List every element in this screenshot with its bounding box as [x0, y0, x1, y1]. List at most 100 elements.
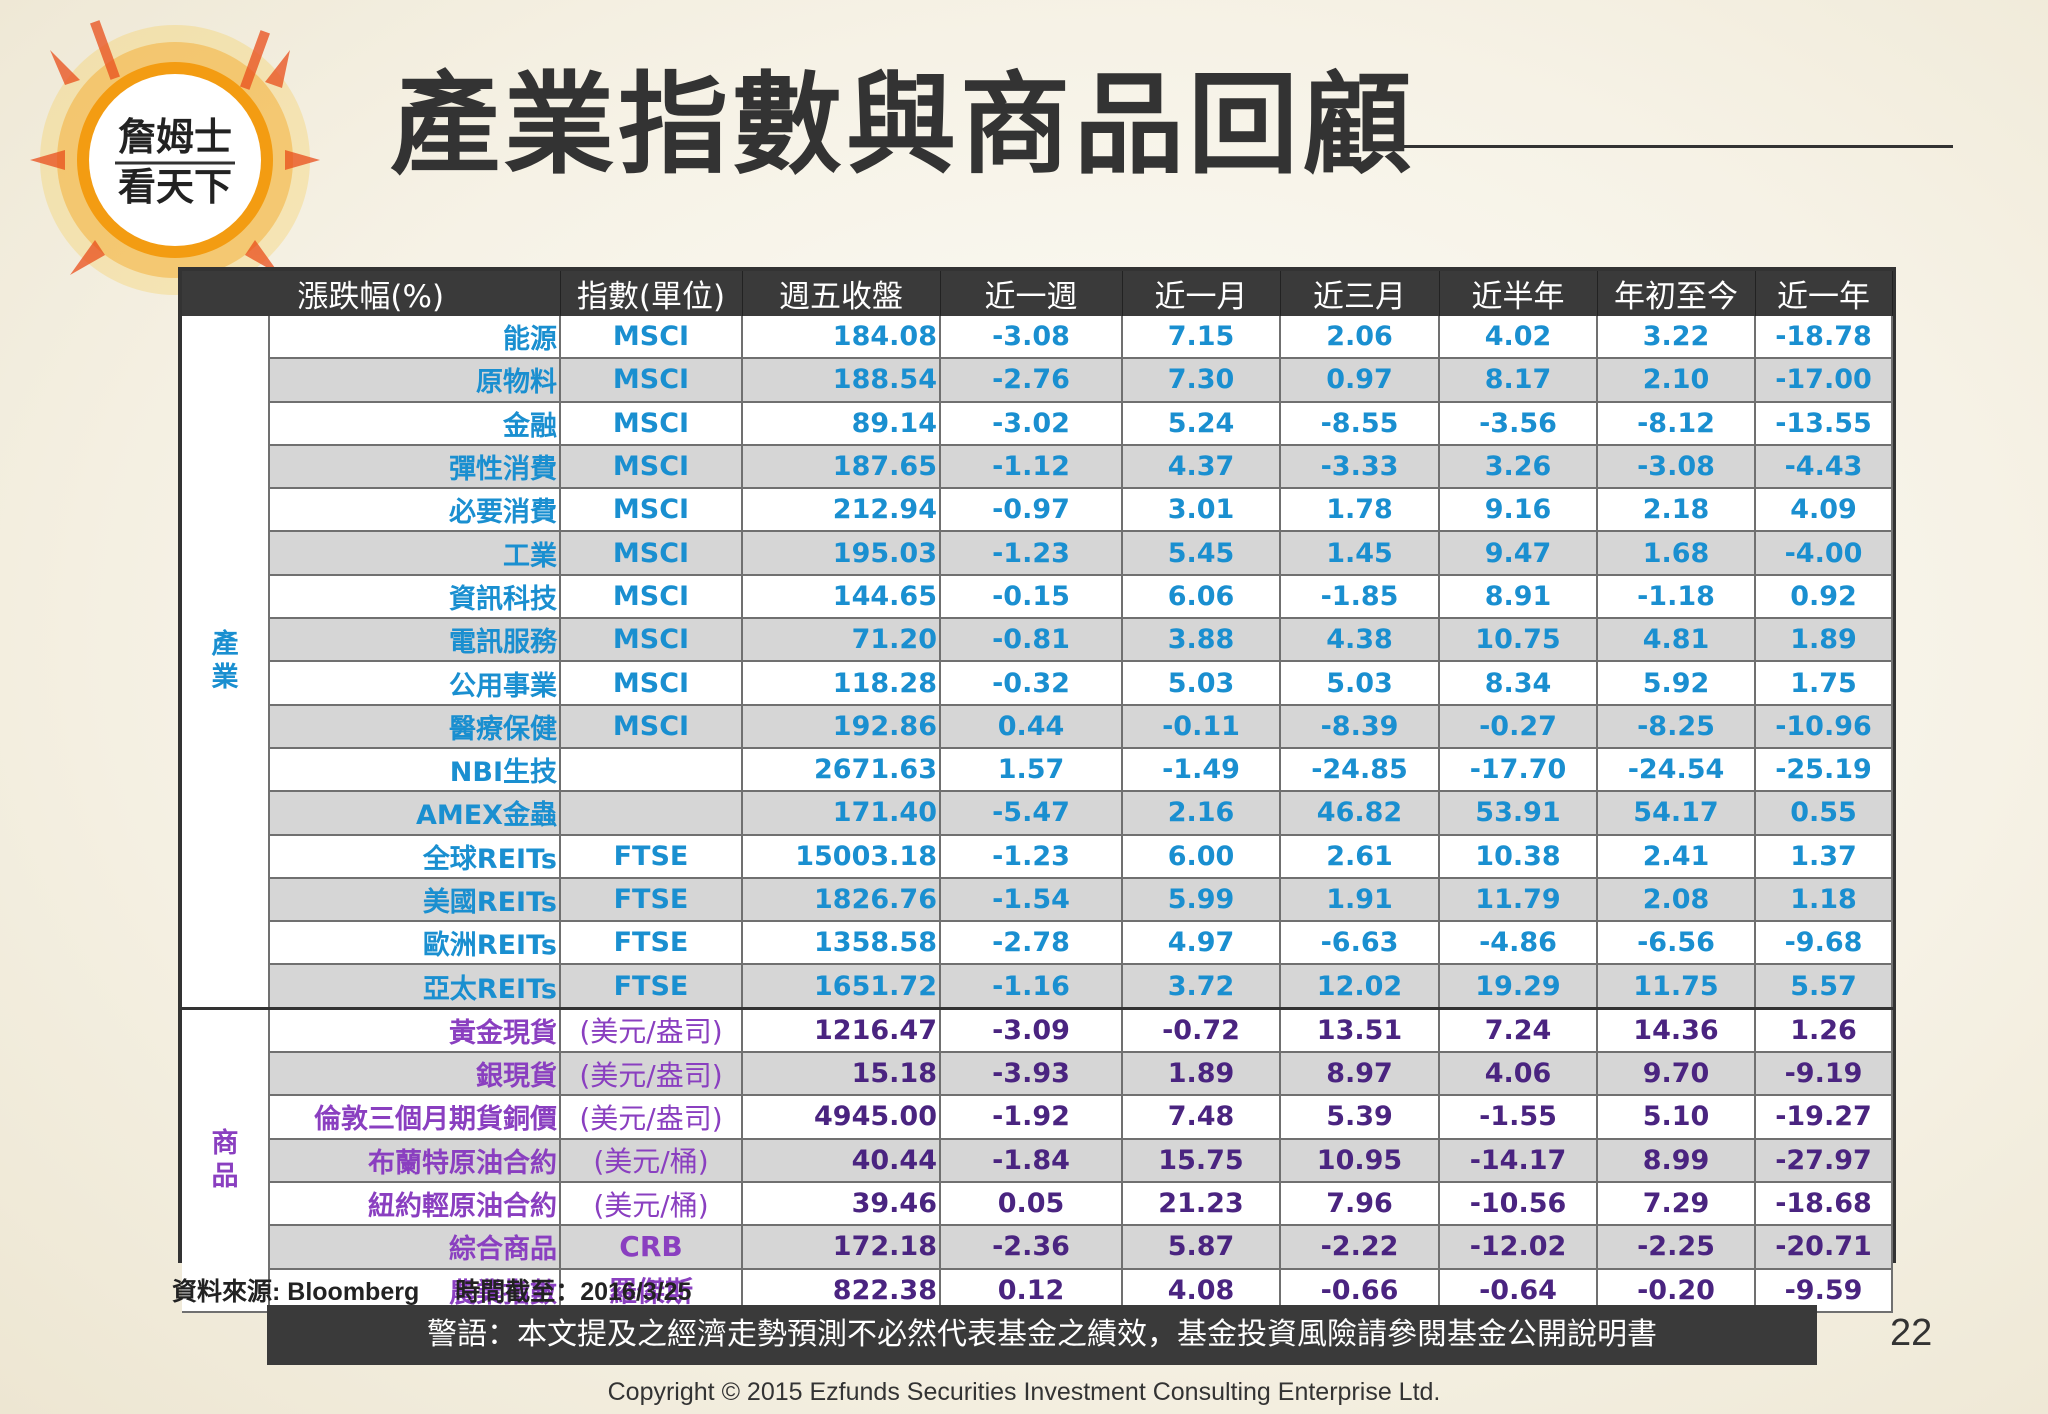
- performance-table: 漲跌幅(%) 指數(單位) 週五收盤 近一週 近一月 近三月 近半年 年初至今 …: [178, 267, 1896, 1313]
- row-m6: 4.02: [1439, 316, 1598, 360]
- row-m3: 2.06: [1280, 316, 1440, 360]
- row-ytd: 2.18: [1597, 488, 1756, 533]
- row-ytd: -24.54: [1597, 747, 1756, 793]
- row-close: 1651.72: [742, 964, 941, 1010]
- row-ytd: 2.08: [1597, 877, 1756, 923]
- row-unit: [560, 747, 743, 793]
- row-unit: FTSE: [560, 834, 743, 879]
- copyright-footer: Copyright © 2015 Ezfunds Securities Inve…: [607, 1378, 1441, 1406]
- row-close: 192.86: [742, 704, 941, 749]
- header-change-pct: 漲跌幅(%): [182, 271, 561, 316]
- row-close: 15.18: [742, 1052, 941, 1097]
- row-name: 銀現貨: [269, 1052, 561, 1097]
- row-ytd: 14.36: [1597, 1006, 1756, 1054]
- row-ytd: 2.10: [1597, 358, 1756, 403]
- row-y1: 1.75: [1755, 661, 1893, 706]
- row-m6: 3.26: [1439, 444, 1598, 490]
- row-m1: 7.48: [1122, 1095, 1281, 1140]
- header-friday-close: 週五收盤: [742, 271, 941, 316]
- row-unit: FTSE: [560, 921, 743, 966]
- row-close: 4945.00: [742, 1095, 941, 1140]
- row-close: 171.40: [742, 791, 941, 836]
- row-name: 綜合商品: [269, 1225, 561, 1270]
- row-close: 118.28: [742, 661, 941, 706]
- header-1-week: 近一週: [940, 271, 1123, 316]
- row-name: 亞太REITs: [269, 964, 561, 1010]
- row-close: 187.65: [742, 444, 941, 490]
- row-close: 40.44: [742, 1138, 941, 1183]
- row-y1: -25.19: [1755, 747, 1893, 793]
- row-w1: -3.93: [940, 1052, 1123, 1097]
- table-row: 歐洲REITs FTSE 1358.58 -2.78 4.97 -6.63 -4.86 -6.…: [182, 921, 1893, 966]
- row-close: 15003.18: [742, 834, 941, 879]
- row-m3: 1.78: [1280, 488, 1440, 533]
- row-w1: -2.76: [940, 358, 1123, 403]
- category-industry: 產 業: [182, 316, 270, 1010]
- row-m3: -8.39: [1280, 704, 1440, 749]
- row-m6: 9.16: [1439, 488, 1598, 533]
- row-y1: 1.37: [1755, 834, 1893, 879]
- table-row: 倫敦三個月期貨銅價 (美元/盎司) 4945.00 -1.92 7.48 5.39 -1.5…: [182, 1095, 1893, 1140]
- row-m1: -0.11: [1122, 704, 1281, 749]
- row-unit: MSCI: [560, 401, 743, 446]
- header-1-year: 近一年: [1755, 271, 1893, 316]
- row-close: 195.03: [742, 531, 941, 576]
- row-m1: 5.99: [1122, 877, 1281, 923]
- row-m1: 6.06: [1122, 574, 1281, 620]
- row-m1: 7.15: [1122, 316, 1281, 360]
- row-unit: (美元/桶): [560, 1138, 743, 1183]
- row-unit: FTSE: [560, 964, 743, 1010]
- row-y1: -17.00: [1755, 358, 1893, 403]
- row-ytd: 7.29: [1597, 1181, 1756, 1227]
- row-m3: -6.63: [1280, 921, 1440, 966]
- row-unit: (美元/盎司): [560, 1095, 743, 1140]
- row-w1: -1.23: [940, 531, 1123, 576]
- table-row: 原物料 MSCI 188.54 -2.76 7.30 0.97 8.17 2.10 -17.00: [182, 358, 1893, 403]
- row-m3: 13.51: [1280, 1006, 1440, 1054]
- row-name: 黃金現貨: [269, 1006, 561, 1054]
- row-w1: -1.54: [940, 877, 1123, 923]
- row-unit: MSCI: [560, 574, 743, 620]
- logo-line1: 詹姆士: [118, 115, 232, 159]
- row-ytd: 2.41: [1597, 834, 1756, 879]
- row-m1: 3.72: [1122, 964, 1281, 1010]
- table-row: 產 業能源 MSCI 184.08 -3.08 7.15 2.06 4.02 3.22 -18.…: [182, 316, 1893, 1010]
- table-row: 布蘭特原油合約 (美元/桶) 40.44 -1.84 15.75 10.95 -14.17 8…: [182, 1138, 1893, 1183]
- row-m1: 3.01: [1122, 488, 1281, 533]
- row-name: 布蘭特原油合約: [269, 1138, 561, 1183]
- as-of-date: 時間截至：2016/3/25: [455, 1278, 692, 1306]
- row-w1: -0.97: [940, 488, 1123, 533]
- row-y1: -13.55: [1755, 401, 1893, 446]
- row-name: 全球REITs: [269, 834, 561, 879]
- row-w1: 0.44: [940, 704, 1123, 749]
- table-row: 商 品黃金現貨 (美元/盎司) 1216.47 -3.09 -0.72 13.51 7.24…: [182, 1006, 1893, 1313]
- row-m3: 1.45: [1280, 531, 1440, 576]
- row-y1: 1.89: [1755, 618, 1893, 663]
- row-w1: -1.23: [940, 834, 1123, 879]
- header-3-month: 近三月: [1280, 271, 1440, 316]
- row-m3: -3.33: [1280, 444, 1440, 490]
- row-y1: -9.68: [1755, 921, 1893, 966]
- row-m6: -0.27: [1439, 704, 1598, 749]
- row-ytd: 3.22: [1597, 316, 1756, 360]
- table-row: 銀現貨 (美元/盎司) 15.18 -3.93 1.89 8.97 4.06 9.70 -9.1…: [182, 1052, 1893, 1097]
- row-m6: -3.56: [1439, 401, 1598, 446]
- row-y1: -10.96: [1755, 704, 1893, 749]
- row-m3: -2.22: [1280, 1225, 1440, 1270]
- row-w1: -2.36: [940, 1225, 1123, 1270]
- row-w1: -0.15: [940, 574, 1123, 620]
- row-y1: -9.19: [1755, 1052, 1893, 1097]
- row-unit: MSCI: [560, 704, 743, 749]
- row-name: 能源: [269, 316, 561, 360]
- row-close: 2671.63: [742, 747, 941, 793]
- row-m6: -14.17: [1439, 1138, 1598, 1183]
- row-m1: 5.03: [1122, 661, 1281, 706]
- row-m6: -12.02: [1439, 1225, 1598, 1270]
- row-close: 89.14: [742, 401, 941, 446]
- row-m3: 4.38: [1280, 618, 1440, 663]
- row-ytd: 5.92: [1597, 661, 1756, 706]
- row-w1: -1.16: [940, 964, 1123, 1010]
- row-w1: -3.08: [940, 316, 1123, 360]
- row-y1: -19.27: [1755, 1095, 1893, 1140]
- row-name: 原物料: [269, 358, 561, 403]
